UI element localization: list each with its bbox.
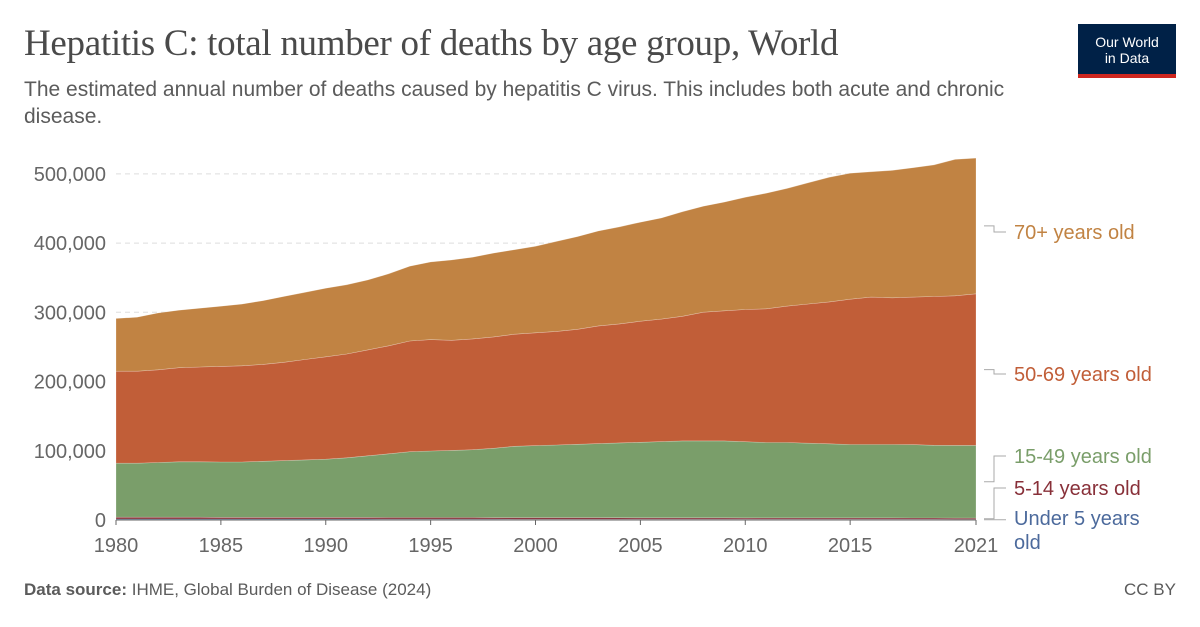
license-link[interactable]: CC BY [1124,580,1176,599]
series-label-line: old [1014,532,1041,554]
series-label-line: 5-14 years old [1014,478,1141,500]
series-label-line: Under 5 years [1014,508,1140,530]
y-tick-label: 0 [95,510,106,532]
y-tick-label: 300,000 [34,302,106,324]
area-series-4 [115,157,977,372]
label-connector [984,487,1006,520]
data-source-label: Data source: [24,580,127,599]
series-label-line: 50-69 years old [1014,364,1152,386]
x-tick-label: 1990 [304,535,349,557]
x-tick-label: 2005 [618,535,663,557]
x-tick-label: 2000 [513,535,558,557]
x-tick-label: 2021 [954,535,999,557]
x-tick-label: 2010 [723,535,768,557]
label-connector [984,369,1006,375]
series-label: 70+ years old [1014,222,1135,244]
data-source-text: IHME, Global Burden of Disease (2024) [131,580,432,599]
y-tick-label: 200,000 [34,372,106,394]
chart-subtitle: The estimated annual number of deaths ca… [24,78,1005,128]
series-label: 15-49 years old [1014,446,1152,468]
y-tick-label: 400,000 [34,233,106,255]
logo-line-1: Our World [1095,34,1159,50]
series-label-line: 15-49 years old [1014,446,1152,468]
label-connector [984,455,1006,483]
owid-logo[interactable]: Our World in Data [1078,24,1176,78]
series-label: Under 5 years old [1014,508,1140,554]
series-label: 5-14 years old [1014,478,1141,500]
series-label: 50-69 years old [1014,364,1152,386]
data-source: Data source: IHME, Global Burden of Dise… [24,580,431,600]
x-tick-label: 2015 [828,535,873,557]
x-tick-label: 1985 [199,535,244,557]
y-tick-label: 500,000 [34,164,106,186]
x-tick-label: 1995 [408,535,453,557]
series-label-line: 70+ years old [1014,222,1135,244]
label-connector [984,225,1006,233]
y-tick-label: 100,000 [34,441,106,463]
chart-title: Hepatitis C: total number of deaths by a… [24,23,839,64]
logo-line-2: in Data [1104,50,1150,66]
x-tick-label: 1980 [94,535,139,557]
